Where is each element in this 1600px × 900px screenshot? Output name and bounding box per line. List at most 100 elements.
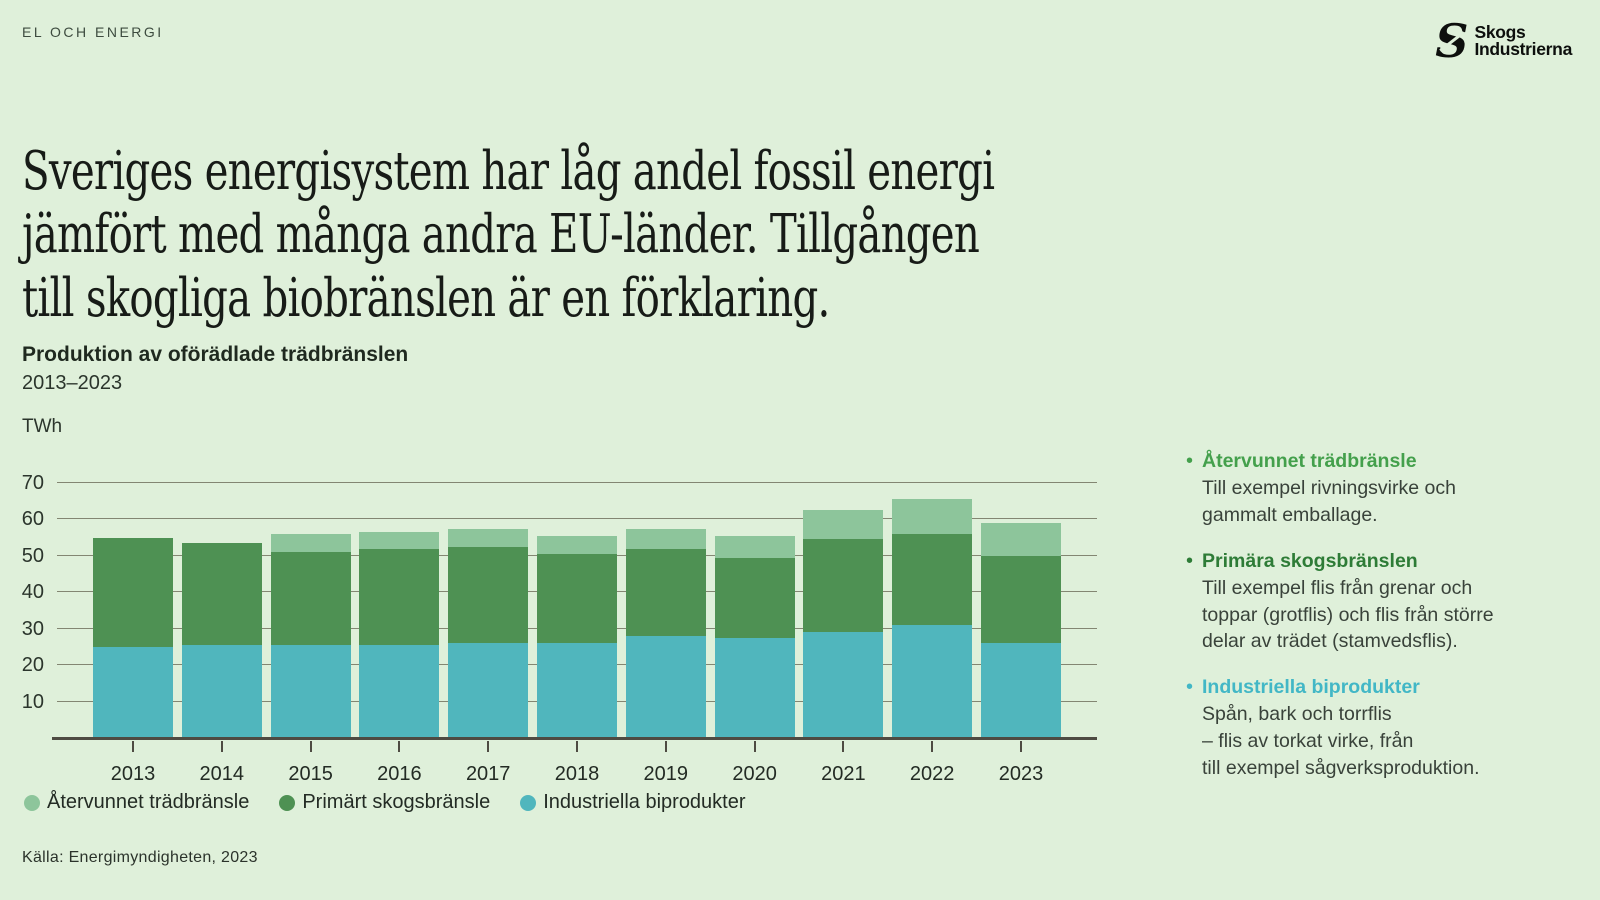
chart-legend: Återvunnet trädbränsle Primärt skogsbräns… bbox=[24, 791, 746, 814]
bar-group: 2013 2014 2015 2016 2017 2018 2019 2020 2021 2022… bbox=[57, 483, 1097, 785]
x-axis-tick bbox=[753, 741, 756, 752]
definition-body-line: – flis av torkat virke, från bbox=[1202, 730, 1414, 753]
x-axis-year-label: 2018 bbox=[554, 763, 600, 785]
bar-2018: 2018 bbox=[536, 483, 617, 785]
bar-segment bbox=[536, 535, 617, 555]
legend-label: Industriella biprodukter bbox=[543, 791, 746, 813]
legend-label: Återvunnet trädbränsle bbox=[47, 791, 250, 813]
y-axis-unit-label: TWh bbox=[22, 416, 63, 437]
bar-segment bbox=[980, 523, 1061, 556]
legend-color-dot bbox=[520, 794, 537, 811]
x-axis-tick bbox=[220, 741, 223, 752]
bullet-icon: • bbox=[1186, 549, 1194, 572]
bar-2023: 2023 bbox=[980, 483, 1061, 785]
definition-body-line: delar av trädet (stamvedsflis). bbox=[1202, 630, 1458, 653]
stacked-bar-chart: 2013 2014 2015 2016 2017 2018 2019 2020 2021 2022… bbox=[22, 473, 1097, 785]
bar-segment bbox=[359, 548, 440, 646]
bar-segment bbox=[270, 645, 351, 738]
x-axis-year-label: 2013 bbox=[110, 763, 156, 785]
bar-2019: 2019 bbox=[625, 483, 706, 785]
bar-2013: 2013 bbox=[93, 483, 173, 785]
definition-body-line: Till exempel rivningsvirke och bbox=[1202, 476, 1456, 499]
x-axis-tick bbox=[575, 741, 578, 752]
definition-heading: Återvunnet trädbränsle bbox=[1202, 450, 1417, 472]
x-axis-year-label: 2017 bbox=[465, 763, 511, 785]
bar-segment bbox=[93, 537, 173, 647]
logo-wordmark-line2: Industrierna bbox=[1474, 39, 1572, 59]
bar-segment bbox=[93, 646, 173, 738]
legend-color-dot bbox=[279, 794, 296, 811]
bar-segment bbox=[359, 532, 440, 549]
x-axis-year-label: 2015 bbox=[288, 763, 333, 785]
definition-text: Återvunnet trädbränsle Till exempel rivni… bbox=[1202, 448, 1456, 529]
gridline-70 bbox=[57, 482, 1097, 483]
bar-2014: 2014 bbox=[181, 483, 262, 785]
x-axis-tick bbox=[132, 741, 134, 752]
headline-line1: Sveriges energisystem har låg andel foss… bbox=[22, 140, 995, 202]
headline: Sveriges energisystem har låg andel foss… bbox=[22, 140, 995, 331]
definition-text: Primära skogsbränslen Till exempel flis f… bbox=[1202, 548, 1494, 656]
headline-line2: jämfört med många andra EU-länder. Tillg… bbox=[22, 204, 980, 266]
bar-segment bbox=[536, 554, 617, 644]
definition-item: • Återvunnet trädbränsle Till exempel rivn… bbox=[1186, 448, 1571, 529]
bar-segment bbox=[181, 543, 262, 646]
bar-segment bbox=[714, 637, 795, 738]
y-axis-tick-label: 10 bbox=[21, 690, 44, 713]
x-axis-line bbox=[52, 737, 1097, 740]
y-axis-tick-label: 40 bbox=[21, 581, 44, 604]
logo-slash-decoration bbox=[1439, 31, 1465, 52]
y-axis-tick-label: 70 bbox=[21, 472, 44, 494]
bar-segment bbox=[892, 625, 973, 738]
bar-2022: 2022 bbox=[892, 483, 973, 785]
bar-segment bbox=[892, 534, 973, 626]
x-axis-year-label: 2014 bbox=[199, 763, 245, 785]
bar-segment bbox=[714, 557, 795, 638]
y-axis-tick-label: 60 bbox=[21, 508, 44, 531]
bar-segment bbox=[181, 645, 262, 738]
skogsindustrierna-logo: S Skogs Industrierna bbox=[1435, 18, 1572, 64]
x-axis-tick bbox=[309, 741, 312, 752]
kicker-label: EL OCH ENERGI bbox=[22, 24, 164, 40]
x-axis-tick bbox=[931, 741, 934, 752]
x-axis-year-label: 2020 bbox=[732, 763, 777, 785]
bar-segment bbox=[270, 552, 351, 646]
x-axis-year-label: 2023 bbox=[998, 763, 1044, 785]
chart-subtitle: 2013–2023 bbox=[22, 372, 123, 394]
bar-segment bbox=[980, 643, 1061, 738]
skogsindustrierna-s-icon: S bbox=[1435, 18, 1470, 64]
bar-segment bbox=[359, 645, 440, 738]
bar-segment bbox=[803, 539, 884, 633]
bar-segment bbox=[625, 636, 706, 738]
definition-heading: Primära skogsbränslen bbox=[1202, 549, 1418, 572]
x-axis-year-label: 2021 bbox=[821, 763, 866, 785]
bar-segment bbox=[803, 510, 884, 540]
x-axis-tick bbox=[1019, 741, 1022, 752]
definition-text: Industriella biprodukter Spån, bark och t… bbox=[1202, 674, 1479, 782]
bar-segment bbox=[714, 535, 795, 558]
y-axis-tick-label: 30 bbox=[21, 617, 44, 640]
y-axis-tick-label: 50 bbox=[21, 544, 44, 567]
bar-2020: 2020 bbox=[714, 483, 795, 785]
gridline-60 bbox=[57, 518, 1097, 520]
legend-color-dot bbox=[24, 794, 40, 811]
legend-item: Återvunnet trädbränsle bbox=[24, 791, 249, 814]
bar-segment bbox=[625, 548, 706, 636]
x-axis-tick bbox=[398, 741, 401, 752]
legend-item: Industriella biprodukter bbox=[520, 791, 746, 814]
x-axis-tick bbox=[487, 741, 490, 752]
x-axis-year-label: 2022 bbox=[909, 763, 955, 785]
bar-2017: 2017 bbox=[448, 483, 529, 785]
x-axis-year-label: 2019 bbox=[643, 763, 689, 785]
source-note: Källa: Energimyndigheten, 2023 bbox=[22, 849, 258, 866]
definition-item: • Primära skogsbränslen Till exempel flis … bbox=[1186, 548, 1571, 656]
bar-segment bbox=[980, 555, 1061, 644]
legend-item: Primärt skogsbränsle bbox=[279, 791, 490, 814]
bullet-icon: • bbox=[1186, 450, 1194, 472]
bar-2016: 2016 bbox=[359, 483, 440, 785]
bar-segment bbox=[270, 534, 351, 553]
definition-body-line: Spån, bark och torrflis bbox=[1202, 703, 1392, 726]
chart-title: Produktion av oförädlade trädbränslen bbox=[22, 343, 409, 366]
logo-wordmark: Skogs Industrierna bbox=[1474, 23, 1572, 59]
y-axis-tick-label: 20 bbox=[21, 654, 44, 677]
